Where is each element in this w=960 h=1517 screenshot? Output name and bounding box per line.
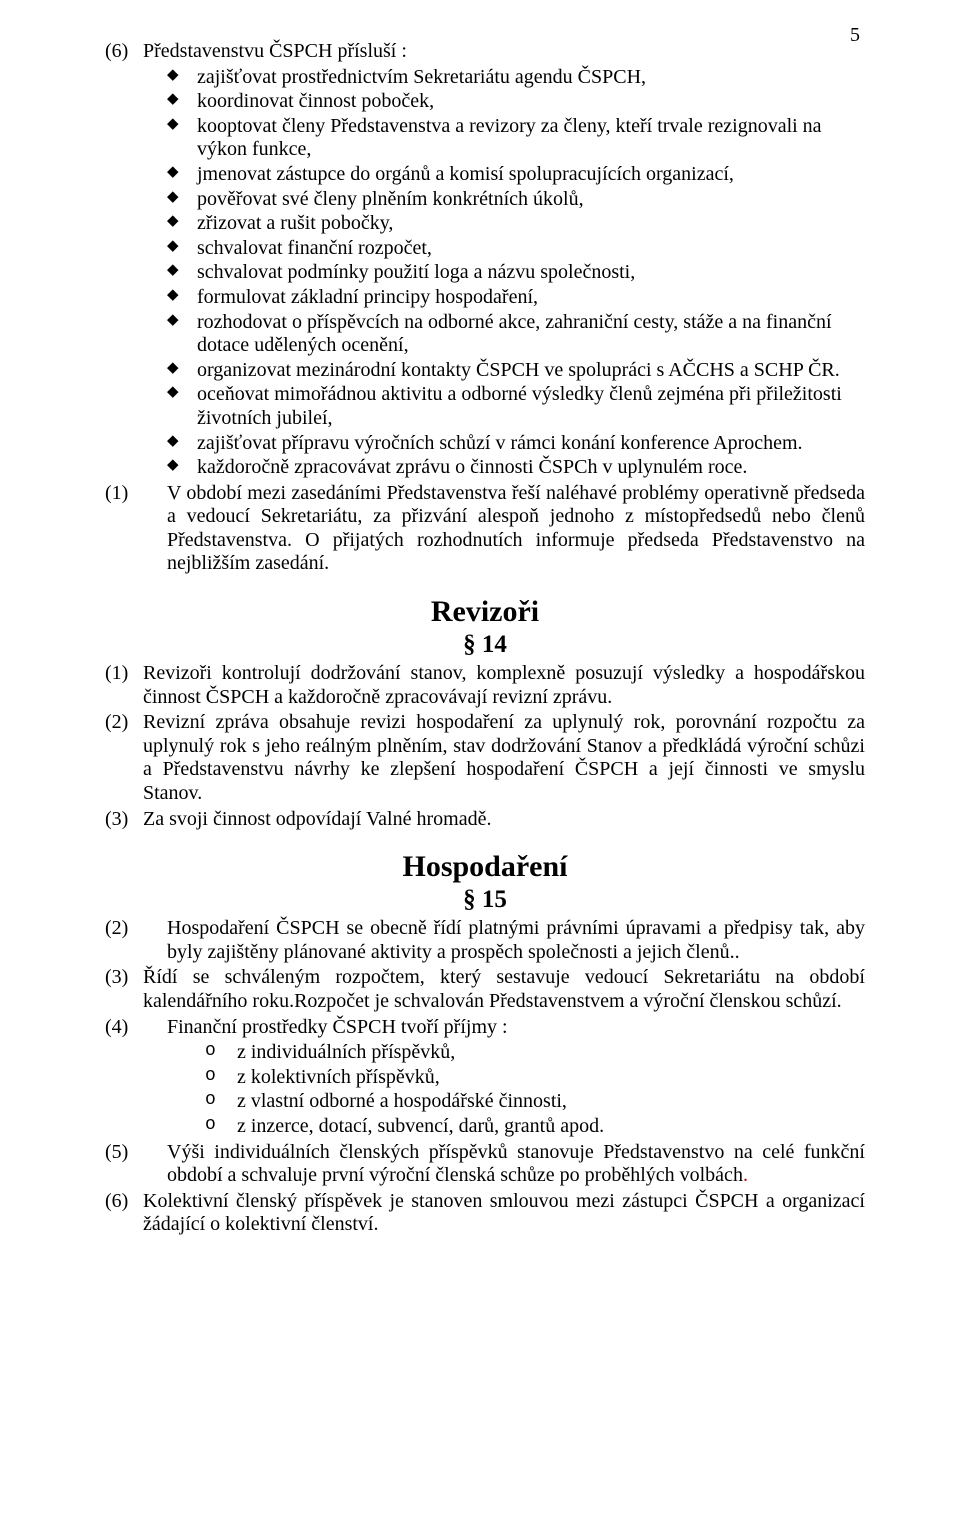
rev-para-2: (2) Revizní zpráva obsahuje revizi hospo… <box>105 711 865 805</box>
section-15-num: § 15 <box>105 885 865 915</box>
rev-3-text: Za svoji činnost odpovídají Valné hromad… <box>143 808 865 832</box>
list-item: zajišťovat prostřednictvím Sekretariátu … <box>167 66 865 90</box>
list-item: organizovat mezinárodní kontakty ČSPCH v… <box>167 359 865 383</box>
para-6-intro: Představenstvu ČSPCH přísluší : <box>143 40 865 64</box>
hosp-2-num: (2) <box>105 917 143 964</box>
hosp-6-num: (6) <box>105 1190 143 1237</box>
rev-para-3: (3) Za svoji činnost odpovídají Valné hr… <box>105 808 865 832</box>
list-item: pověřovat své členy plněním konkrétních … <box>167 188 865 212</box>
list-item: rozhodovat o příspěvcích na odborné akce… <box>167 311 865 358</box>
list-item: zřizovat a rušit pobočky, <box>167 212 865 236</box>
rev-para-1: (1) Revizoři kontrolují dodržování stano… <box>105 662 865 709</box>
hosp-para-3: (3) Řídí se schváleným rozpočtem, který … <box>105 966 865 1013</box>
hosp-5-text: Výši individuálních členských příspěvků … <box>167 1141 865 1188</box>
list-item: formulovat základní principy hospodaření… <box>167 286 865 310</box>
hosp-3-num: (3) <box>105 966 143 1013</box>
list-item: schvalovat finanční rozpočet, <box>167 237 865 261</box>
para-1-num: (1) <box>105 482 143 576</box>
para-6: (6) Představenstvu ČSPCH přísluší : <box>105 40 865 64</box>
hosp-para-5: (5) Výši individuálních členských příspě… <box>105 1141 865 1188</box>
hosp-5-text-before: Výši individuálních členských příspěvků … <box>167 1141 865 1187</box>
hosp-5-num: (5) <box>105 1141 143 1188</box>
para-1-text: V období mezi zasedáními Představenstva … <box>167 482 865 576</box>
hosp-2-text: Hospodaření ČSPCH se obecně řídí platným… <box>167 917 865 964</box>
rev-2-num: (2) <box>105 711 143 805</box>
hosp-6-text: Kolektivní členský příspěvek je stanoven… <box>143 1190 865 1237</box>
hosp-4-num: (4) <box>105 1016 143 1040</box>
list-item: kooptovat členy Představenstva a revizor… <box>167 115 865 162</box>
list-item: zajišťovat přípravu výročních schůzí v r… <box>167 432 865 456</box>
hosp-3-text: Řídí se schváleným rozpočtem, který sest… <box>143 966 865 1013</box>
page-number: 5 <box>850 24 860 47</box>
hosp-4-list: z individuálních příspěvků, z kolektivní… <box>105 1041 865 1138</box>
para-6-num: (6) <box>105 40 143 64</box>
para-6-bullet-list: zajišťovat prostřednictvím Sekretariátu … <box>105 66 865 480</box>
list-item: oceňovat mimořádnou aktivitu a odborné v… <box>167 383 865 430</box>
rev-1-num: (1) <box>105 662 143 709</box>
list-item: koordinovat činnost poboček, <box>167 90 865 114</box>
hosp-para-6: (6) Kolektivní členský příspěvek je stan… <box>105 1190 865 1237</box>
list-item: schvalovat podmínky použití loga a názvu… <box>167 261 865 285</box>
rev-2-text: Revizní zpráva obsahuje revizi hospodaře… <box>143 711 865 805</box>
list-item: z individuálních příspěvků, <box>205 1041 865 1065</box>
hosp-para-4: (4) Finanční prostředky ČSPCH tvoří příj… <box>105 1016 865 1040</box>
list-item: z kolektivních příspěvků, <box>205 1066 865 1090</box>
rev-3-num: (3) <box>105 808 143 832</box>
rev-1-text: Revizoři kontrolují dodržování stanov, k… <box>143 662 865 709</box>
heading-hospodareni: Hospodaření <box>105 849 865 885</box>
heading-revizori: Revizoři <box>105 594 865 630</box>
list-item: z inzerce, dotací, subvencí, darů, grant… <box>205 1115 865 1139</box>
list-item: každoročně zpracovávat zprávu o činnosti… <box>167 456 865 480</box>
hosp-4-intro: Finanční prostředky ČSPCH tvoří příjmy : <box>167 1016 865 1040</box>
hosp-5-red-dot: . <box>743 1164 748 1186</box>
hosp-para-2: (2) Hospodaření ČSPCH se obecně řídí pla… <box>105 917 865 964</box>
document-page: 5 (6) Představenstvu ČSPCH přísluší : za… <box>0 0 960 1299</box>
list-item: jmenovat zástupce do orgánů a komisí spo… <box>167 163 865 187</box>
para-1: (1) V období mezi zasedáními Představens… <box>105 482 865 576</box>
section-14-num: § 14 <box>105 630 865 660</box>
list-item: z vlastní odborné a hospodářské činnosti… <box>205 1090 865 1114</box>
